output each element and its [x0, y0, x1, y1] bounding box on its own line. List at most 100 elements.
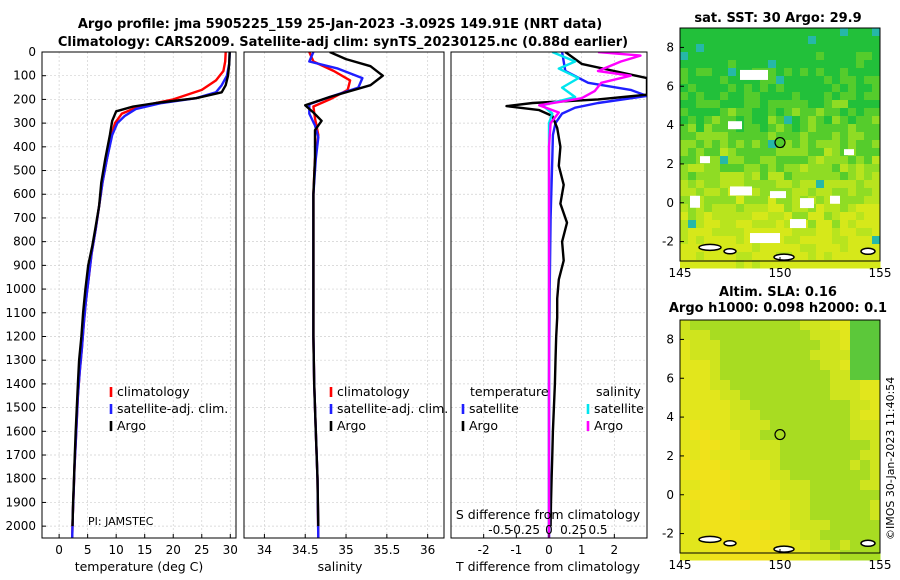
sla-map-cell: [790, 350, 801, 361]
sla-map-cell: [780, 370, 791, 381]
sst-map-cell: [800, 108, 809, 117]
sla-map-cell: [700, 510, 711, 521]
sst-map-cell: [864, 228, 873, 237]
sst-map-cell: [832, 100, 841, 109]
sla-map-cell: [730, 490, 741, 501]
sst-map-cell: [736, 244, 745, 253]
sla-map-cell: [850, 540, 861, 551]
sst-map-cell: [712, 68, 721, 77]
sla-map-cell: [780, 460, 791, 471]
sla-map-cell: [790, 370, 801, 381]
sst-map-cell: [832, 44, 841, 53]
sst-map-cell: [768, 156, 777, 165]
sst-map-cell: [824, 228, 833, 237]
sst-map-cell: [680, 76, 689, 85]
sst-map-cell: [784, 116, 793, 125]
sla-map-cell: [830, 470, 841, 481]
temperature-legend-entry: climatology: [117, 384, 190, 399]
sla-map-cell: [710, 420, 721, 431]
sla-map-cell: [700, 480, 711, 491]
sla-map-cell: [760, 470, 771, 481]
sla-map-cell: [840, 360, 851, 371]
sst-map-cell: [704, 116, 713, 125]
sla-map-cell: [840, 490, 851, 501]
sst-map-cell: [736, 28, 745, 37]
s-difference-label: S difference from climatology: [456, 507, 641, 522]
sla-map-cell: [820, 480, 831, 491]
sst-map-cell: [720, 92, 729, 101]
sst-map-cell: [696, 28, 705, 37]
sla-map-cell: [750, 360, 761, 371]
depth-tick-label: 1500: [5, 401, 36, 415]
sst-map-cell: [792, 132, 801, 141]
sst-map-cell: [752, 220, 761, 229]
sst-map-cell: [704, 60, 713, 69]
sla-map-cell: [820, 380, 831, 391]
sla-map-cell: [850, 350, 861, 361]
sst-map-panel: sat. SST: 30 Argo: 29.9 145 150 155 -2 0 2 4 6 8: [662, 11, 891, 280]
sla-island-outline: [773, 545, 795, 553]
sla-map-cell: [770, 400, 781, 411]
differences-series-salinity-argo: [538, 52, 642, 538]
sst-map-cell: [680, 28, 689, 37]
sla-map-cell: [770, 540, 781, 551]
sst-map-cell: [872, 76, 881, 85]
sst-map-cell: [736, 60, 745, 69]
sst-map-cell: [744, 44, 753, 53]
sst-map-cell: [824, 220, 833, 229]
salinity-series-argo: [304, 52, 384, 527]
sla-map-cell: [720, 360, 731, 371]
sla-map-cell: [770, 410, 781, 421]
sst-map-cell: [848, 172, 857, 181]
sst-map-cell: [840, 116, 849, 125]
sla-map-cell: [800, 550, 811, 561]
sst-map-cell: [680, 156, 689, 165]
sst-map-cell: [808, 156, 817, 165]
sst-map-cell: [720, 28, 729, 37]
sst-map-cell: [872, 52, 881, 61]
sla-map-cell: [820, 490, 831, 501]
sla-map-cell: [860, 380, 871, 391]
sla-map-cell: [860, 430, 871, 441]
sst-map-cell: [800, 52, 809, 61]
sst-map-cell: [752, 164, 761, 173]
depth-tick-label: 1000: [5, 282, 36, 296]
sst-map-cell: [728, 252, 737, 261]
sst-map-cell: [784, 196, 793, 205]
sla-map-cell: [750, 320, 761, 331]
sst-map-cell: [808, 140, 817, 149]
sla-map-cell: [690, 380, 701, 391]
sst-map-cell: [848, 204, 857, 213]
sst-map-cell: [688, 132, 697, 141]
sst-map-cell: [704, 44, 713, 53]
sst-map-cell: [712, 196, 721, 205]
sst-map-cell: [800, 244, 809, 253]
sst-map-cell: [784, 260, 793, 269]
sla-map-cell: [810, 520, 821, 531]
sst-map-cell: [688, 108, 697, 117]
sst-map-cell: [840, 196, 849, 205]
sst-map-cell: [704, 28, 713, 37]
sst-map-cell: [840, 92, 849, 101]
sst-map-cell: [864, 196, 873, 205]
sla-map-cell: [730, 520, 741, 531]
sst-map-cell: [736, 44, 745, 53]
sst-map-cell: [712, 60, 721, 69]
sst-map-cell: [688, 228, 697, 237]
s-difference-tick-label: -0.5: [488, 523, 511, 537]
sla-map-cell: [820, 410, 831, 421]
sst-map-cell: [680, 140, 689, 149]
sst-map-cell: [736, 260, 745, 269]
map-ytick-label: 0: [666, 488, 674, 502]
sst-map-cell: [744, 60, 753, 69]
sla-map-cell: [860, 490, 871, 501]
sst-map-cell: [784, 92, 793, 101]
depth-tick-label: 1600: [5, 424, 36, 438]
sla-map-cell: [700, 520, 711, 531]
sst-island-outline: [773, 253, 795, 261]
sst-map-cell: [800, 188, 809, 197]
sla-map-cell: [740, 380, 751, 391]
sla-map-cell: [720, 330, 731, 341]
sst-map-cell: [840, 60, 849, 69]
salinity-xlabel: salinity: [318, 559, 363, 574]
